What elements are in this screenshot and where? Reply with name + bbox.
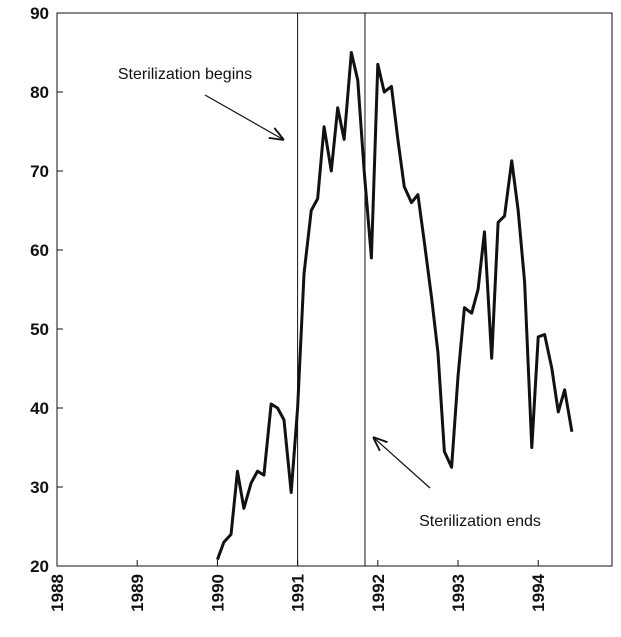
annotation: Sterilization ends	[419, 513, 541, 530]
y-tick-label: 30	[30, 478, 49, 497]
x-tick-label: 1994	[529, 573, 548, 611]
x-tick-label: 1988	[48, 574, 67, 612]
data-line	[215, 51, 574, 561]
x-tick-label: 1989	[128, 574, 147, 612]
x-tick-label: 1991	[289, 574, 308, 612]
x-tick-label: 1993	[449, 574, 468, 612]
annotation-arrow	[373, 437, 431, 489]
annotation-arrow	[204, 94, 284, 140]
y-tick-label: 40	[30, 399, 49, 418]
y-tick-label: 60	[30, 241, 49, 260]
y-tick-label: 20	[30, 557, 49, 576]
x-tick-label: 1990	[208, 574, 227, 612]
y-tick-label: 70	[30, 162, 49, 181]
y-tick-label: 50	[30, 320, 49, 339]
x-tick-label: 1992	[369, 574, 388, 612]
annotation: Sterilization begins	[118, 66, 252, 83]
y-tick-label: 90	[30, 4, 49, 23]
y-tick-label: 80	[30, 83, 49, 102]
plot-frame	[56, 12, 613, 567]
